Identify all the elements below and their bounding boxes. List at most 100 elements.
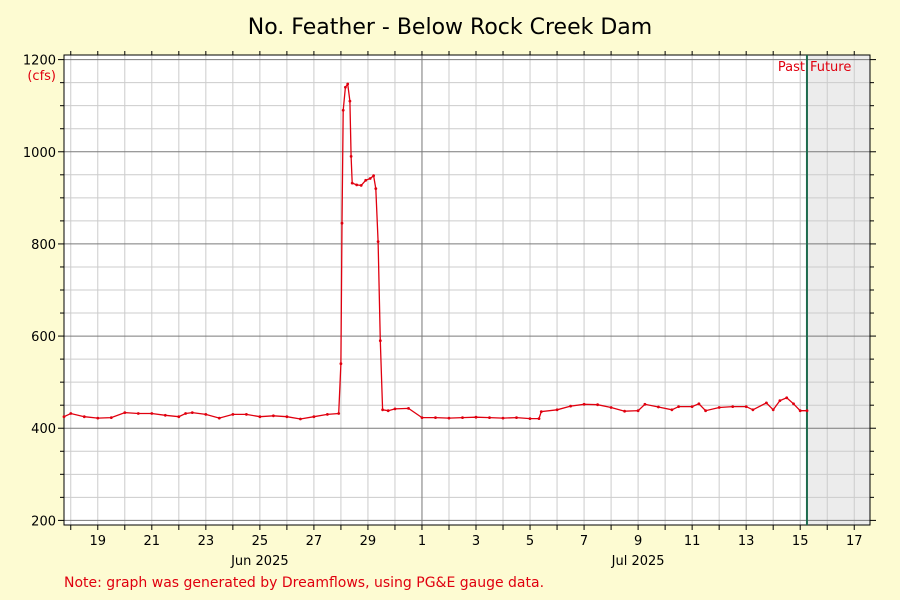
data-point bbox=[582, 402, 586, 406]
data-point bbox=[474, 415, 478, 419]
data-point bbox=[569, 404, 572, 408]
data-point bbox=[326, 413, 329, 416]
data-point bbox=[374, 187, 378, 191]
data-point bbox=[528, 417, 532, 420]
data-point bbox=[184, 412, 188, 415]
data-point bbox=[778, 399, 782, 402]
data-point bbox=[744, 405, 748, 408]
data-point bbox=[420, 416, 424, 419]
y-axis-labels: 200 400 600 800 1000 1200 bbox=[23, 54, 56, 530]
data-point bbox=[285, 415, 289, 419]
x-tick-label: 25 bbox=[252, 534, 269, 549]
data-point bbox=[381, 408, 384, 412]
data-point bbox=[231, 413, 235, 416]
x-tick-label: 17 bbox=[846, 534, 863, 549]
data-point bbox=[407, 407, 410, 410]
data-point bbox=[501, 416, 505, 420]
chart-title: No. Feather - Below Rock Creek Dam bbox=[248, 15, 652, 40]
y-tick-label: 1000 bbox=[23, 146, 56, 161]
minor-grid bbox=[64, 55, 870, 525]
data-point bbox=[150, 412, 154, 415]
data-point bbox=[82, 415, 86, 419]
data-point bbox=[386, 409, 390, 413]
data-point bbox=[643, 402, 647, 406]
data-point bbox=[368, 177, 372, 180]
x-tick-label: 3 bbox=[472, 534, 480, 549]
data-point bbox=[376, 240, 380, 244]
data-point bbox=[312, 415, 316, 419]
data-point bbox=[636, 409, 640, 413]
past-label: Past bbox=[778, 60, 805, 75]
data-point bbox=[461, 416, 464, 419]
month-label: Jun 2025 bbox=[230, 554, 289, 569]
data-point bbox=[62, 415, 66, 419]
x-tick-label: 23 bbox=[198, 534, 215, 549]
month-labels: Jun 2025 Jul 2025 bbox=[230, 554, 664, 569]
data-point bbox=[488, 416, 491, 419]
data-point bbox=[596, 403, 599, 407]
y-tick-label: 800 bbox=[31, 238, 56, 253]
data-point bbox=[69, 412, 73, 415]
data-point bbox=[339, 362, 343, 366]
data-point bbox=[792, 402, 795, 406]
x-tick-label: 11 bbox=[684, 534, 701, 549]
data-point bbox=[337, 412, 341, 415]
data-point bbox=[677, 405, 680, 408]
data-point bbox=[670, 408, 674, 412]
data-point bbox=[340, 221, 344, 225]
data-point bbox=[447, 416, 451, 420]
data-point bbox=[204, 413, 208, 416]
data-point bbox=[731, 405, 735, 408]
data-point bbox=[623, 409, 626, 413]
data-point bbox=[785, 396, 789, 400]
x-tick-label: 13 bbox=[738, 534, 755, 549]
x-tick-label: 7 bbox=[580, 534, 588, 549]
data-point bbox=[245, 413, 248, 416]
x-tick-label: 5 bbox=[526, 534, 534, 549]
y-tick-label: 600 bbox=[31, 330, 56, 345]
data-point bbox=[341, 108, 345, 112]
data-point bbox=[163, 413, 167, 417]
data-point bbox=[697, 402, 701, 406]
data-point bbox=[555, 408, 559, 412]
data-point bbox=[798, 409, 802, 413]
x-tick-label: 29 bbox=[360, 534, 377, 549]
data-point bbox=[434, 416, 437, 419]
data-point bbox=[609, 406, 613, 409]
axis-ticks bbox=[58, 51, 876, 530]
y-tick-label: 400 bbox=[31, 422, 56, 437]
data-point bbox=[349, 155, 353, 158]
x-axis-labels: 19 21 23 25 27 29 1 3 5 7 9 11 13 15 17 bbox=[89, 534, 862, 549]
x-tick-label: 19 bbox=[89, 534, 106, 549]
data-point bbox=[350, 181, 354, 185]
data-point bbox=[123, 411, 127, 414]
x-tick-label: 21 bbox=[144, 534, 161, 549]
data-point bbox=[272, 414, 275, 418]
data-point bbox=[346, 82, 350, 86]
y-tick-label: 1200 bbox=[23, 54, 56, 69]
data-point bbox=[217, 416, 221, 420]
data-point bbox=[537, 417, 541, 420]
x-tick-label: 9 bbox=[634, 534, 642, 549]
data-point bbox=[344, 85, 347, 89]
future-label: Future bbox=[810, 60, 851, 75]
data-point bbox=[704, 409, 707, 413]
data-point bbox=[364, 178, 368, 182]
data-point bbox=[190, 411, 194, 414]
data-point bbox=[96, 416, 100, 420]
data-point bbox=[359, 184, 363, 187]
data-point bbox=[258, 415, 262, 419]
data-point bbox=[515, 416, 518, 419]
note-text: Note: graph was generated by Dreamflows,… bbox=[64, 575, 544, 591]
data-point bbox=[765, 401, 768, 405]
data-point bbox=[751, 408, 755, 412]
x-tick-label: 15 bbox=[792, 534, 809, 549]
data-point bbox=[539, 410, 543, 413]
major-grid bbox=[64, 55, 870, 525]
data-point bbox=[717, 406, 721, 409]
data-point bbox=[657, 405, 660, 409]
data-point bbox=[136, 412, 140, 415]
data-point bbox=[378, 339, 382, 343]
data-point bbox=[299, 417, 302, 421]
